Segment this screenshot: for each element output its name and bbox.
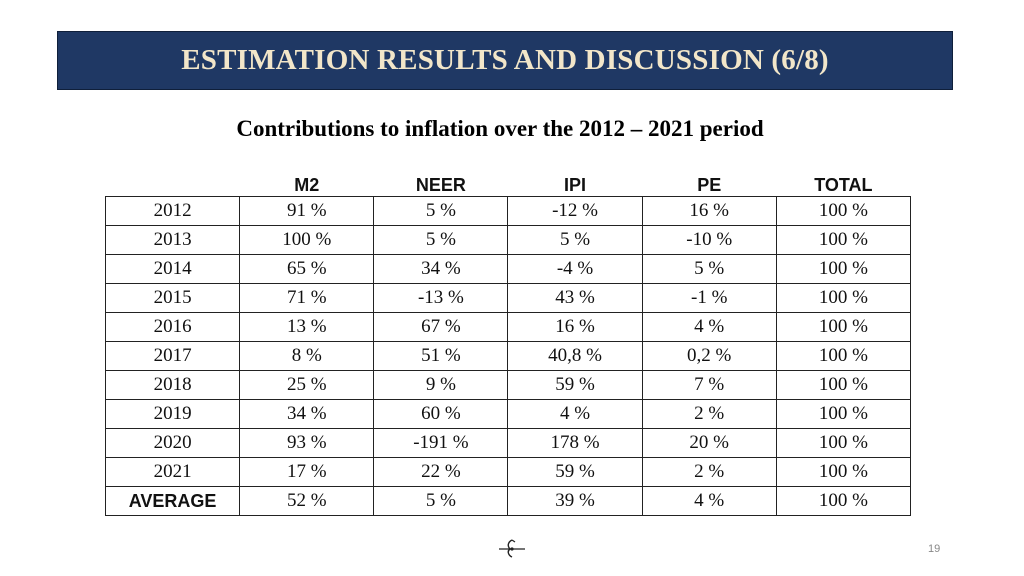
- cell-year: 2019: [104, 399, 241, 429]
- page-number: 19: [928, 543, 941, 555]
- cell-pe: 0,2 %: [641, 341, 777, 371]
- cell-m2: 93 %: [239, 428, 375, 458]
- header-neer: NEER: [415, 175, 466, 195]
- header-m2: M2: [294, 175, 320, 195]
- table-row: 2018 25 % 9 % 59 % 7 % 100 %: [104, 370, 912, 400]
- table-row-average: AVERAGE 52 % 5 % 39 % 4 % 100 %: [104, 486, 912, 516]
- table-caption-text: Contributions to inflation over the 2012…: [236, 116, 764, 141]
- cell-neer: -13 %: [373, 283, 509, 313]
- cell-pe: -1 %: [641, 283, 777, 313]
- cell-m2: 8 %: [239, 341, 375, 371]
- cell-m2: 17 %: [239, 457, 375, 487]
- cell-pe: 4 %: [641, 486, 777, 516]
- table-row: 2013 100 % 5 % 5 % -10 % 100 %: [104, 225, 912, 255]
- cell-total: 100 %: [775, 457, 912, 487]
- cell-ipi: 59 %: [507, 457, 643, 487]
- cell-m2: 100 %: [239, 225, 375, 255]
- cell-total: 100 %: [775, 428, 912, 458]
- cell-year: 2014: [104, 254, 241, 284]
- cell-ipi: 4 %: [507, 399, 643, 429]
- table-row: 2016 13 % 67 % 16 % 4 % 100 %: [104, 312, 912, 342]
- cell-total: 100 %: [775, 312, 912, 342]
- table-row: 2017 8 % 51 % 40,8 % 0,2 % 100 %: [104, 341, 912, 371]
- cell-m2: 91 %: [239, 196, 375, 226]
- table-row: 2014 65 % 34 % -4 % 5 % 100 %: [104, 254, 912, 284]
- cell-ipi: 43 %: [507, 283, 643, 313]
- slide-title-bar: ESTIMATION RESULTS AND DISCUSSION (6/8): [57, 31, 953, 90]
- cell-ipi: 39 %: [507, 486, 643, 516]
- cell-m2: 71 %: [239, 283, 375, 313]
- cell-total: 100 %: [775, 196, 912, 226]
- slide-title: ESTIMATION RESULTS AND DISCUSSION (6/8): [181, 44, 829, 76]
- cell-year: 2021: [104, 457, 241, 487]
- cell-year: AVERAGE: [104, 486, 241, 516]
- header-year: [106, 170, 240, 197]
- cell-ipi: -12 %: [507, 196, 643, 226]
- header-pe: PE: [697, 175, 722, 195]
- contributions-table: M2 NEER IPI PE TOTAL 2012 91 % 5 % -12 % 16 …: [104, 170, 912, 516]
- cell-total: 100 %: [775, 341, 912, 371]
- cell-pe: 5 %: [641, 254, 777, 284]
- table-row: 2019 34 % 60 % 4 % 2 % 100 %: [104, 399, 912, 429]
- cell-pe: 4 %: [641, 312, 777, 342]
- table-row: 2020 93 % -191 % 178 % 20 % 100 %: [104, 428, 912, 458]
- header-total: TOTAL: [814, 175, 873, 195]
- cell-total: 100 %: [775, 370, 912, 400]
- cell-total: 100 %: [775, 283, 912, 313]
- cell-pe: -10 %: [641, 225, 777, 255]
- cell-total: 100 %: [775, 254, 912, 284]
- cell-neer: 5 %: [373, 225, 509, 255]
- table-row: 2021 17 % 22 % 59 % 2 % 100 %: [104, 457, 912, 487]
- cell-total: 100 %: [775, 399, 912, 429]
- table-row: 2015 71 % -13 % 43 % -1 % 100 %: [104, 283, 912, 313]
- cell-ipi: 59 %: [507, 370, 643, 400]
- cell-neer: 5 %: [373, 486, 509, 516]
- cell-neer: 51 %: [373, 341, 509, 371]
- institution-logo-icon: [499, 539, 525, 558]
- cell-year: 2013: [104, 225, 241, 255]
- cell-neer: 34 %: [373, 254, 509, 284]
- cell-neer: 67 %: [373, 312, 509, 342]
- cell-m2: 25 %: [239, 370, 375, 400]
- cell-pe: 20 %: [641, 428, 777, 458]
- cell-ipi: 178 %: [507, 428, 643, 458]
- table-row: 2012 91 % 5 % -12 % 16 % 100 %: [104, 196, 912, 226]
- cell-year: 2017: [104, 341, 241, 371]
- cell-m2: 13 %: [239, 312, 375, 342]
- cell-pe: 2 %: [641, 457, 777, 487]
- cell-year: 2016: [104, 312, 241, 342]
- cell-ipi: 5 %: [507, 225, 643, 255]
- cell-neer: 9 %: [373, 370, 509, 400]
- cell-neer: -191 %: [373, 428, 509, 458]
- cell-year: 2015: [104, 283, 241, 313]
- contributions-table-container: M2 NEER IPI PE TOTAL 2012 91 % 5 % -12 % 16 …: [104, 170, 912, 516]
- cell-total: 100 %: [775, 486, 912, 516]
- cell-pe: 7 %: [641, 370, 777, 400]
- cell-year: 2018: [104, 370, 241, 400]
- cell-ipi: -4 %: [507, 254, 643, 284]
- cell-m2: 65 %: [239, 254, 375, 284]
- cell-pe: 16 %: [641, 196, 777, 226]
- cell-neer: 5 %: [373, 196, 509, 226]
- cell-m2: 34 %: [239, 399, 375, 429]
- table-header-row: M2 NEER IPI PE TOTAL: [106, 170, 911, 197]
- cell-pe: 2 %: [641, 399, 777, 429]
- cell-ipi: 16 %: [507, 312, 643, 342]
- cell-ipi: 40,8 %: [507, 341, 643, 371]
- cell-neer: 60 %: [373, 399, 509, 429]
- cell-year: 2020: [104, 428, 241, 458]
- cell-m2: 52 %: [239, 486, 375, 516]
- header-ipi: IPI: [564, 175, 587, 195]
- table-body: 2012 91 % 5 % -12 % 16 % 100 % 2013 100 % 5 % 5 %…: [104, 196, 912, 516]
- cell-neer: 22 %: [373, 457, 509, 487]
- table-caption: Contributions to inflation over the 2012…: [0, 116, 1000, 142]
- cell-year: 2012: [104, 196, 241, 226]
- cell-total: 100 %: [775, 225, 912, 255]
